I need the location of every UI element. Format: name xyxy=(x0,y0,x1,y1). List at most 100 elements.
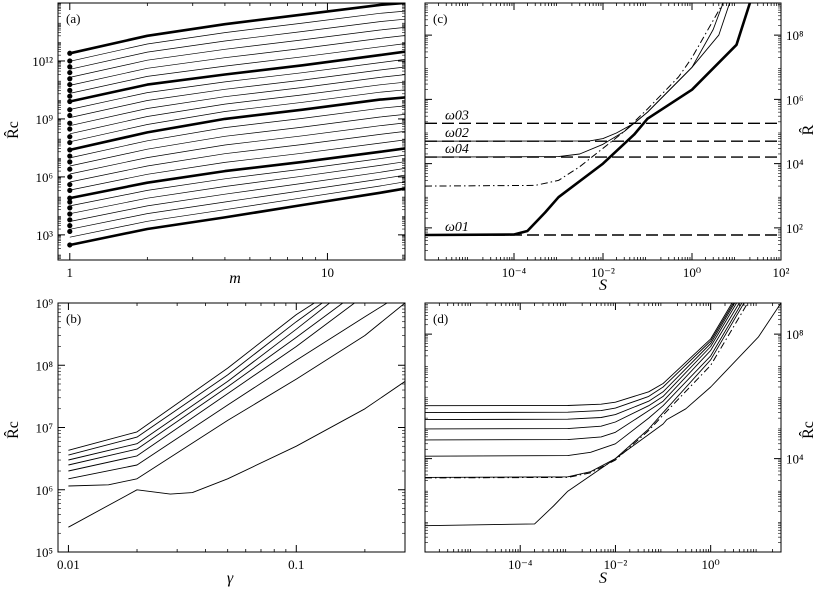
hline-label: ω04 xyxy=(445,142,469,157)
series-line-s3 xyxy=(68,303,388,480)
series-line-thin xyxy=(69,154,405,207)
series-line-thin xyxy=(69,10,405,62)
series-line-s4 xyxy=(425,303,740,441)
hline-label: ω01 xyxy=(445,220,469,235)
series-line-thin xyxy=(69,139,405,191)
series-line-s5 xyxy=(425,303,737,430)
x-tick-label: 10⁰ xyxy=(683,265,701,280)
series-line-thin-b xyxy=(425,3,724,142)
y-axis-label: R̂c xyxy=(3,421,22,439)
x-tick-label: 0.1 xyxy=(288,557,304,572)
y-tick-label: 10⁴ xyxy=(786,157,804,172)
x-tick-label: 10⁻² xyxy=(604,557,628,572)
data-point xyxy=(67,181,73,188)
y-tick-label: 10⁹ xyxy=(35,296,53,311)
data-point xyxy=(67,223,73,229)
hline-label: ω03 xyxy=(445,108,469,123)
panel-label: (b) xyxy=(66,311,81,326)
series-line-bold xyxy=(425,3,752,237)
series-line-s4 xyxy=(68,303,355,472)
series-line-thin xyxy=(69,122,405,175)
series-line-thin xyxy=(69,59,405,110)
series-line-s7 xyxy=(425,303,734,414)
data-point xyxy=(67,147,73,153)
data-point xyxy=(67,187,73,194)
y-tick-label: 10⁸ xyxy=(35,358,53,373)
series-line-thin-a xyxy=(425,3,731,158)
y-tick-label: 10⁹ xyxy=(35,112,53,127)
x-tick-label: 10⁻⁴ xyxy=(508,557,533,572)
data-point xyxy=(67,98,73,105)
series-line-s1 xyxy=(68,381,405,528)
series-line-s8 xyxy=(425,303,733,407)
data-point xyxy=(67,107,73,113)
data-point xyxy=(67,228,73,235)
data-point xyxy=(67,81,73,88)
series-line-thin xyxy=(69,174,405,230)
series-line-s3 xyxy=(425,303,743,457)
x-tick-label: 10⁻² xyxy=(591,265,615,280)
x-tick-label: 0.01 xyxy=(57,557,80,572)
y-tick-label: 10⁶ xyxy=(35,483,53,498)
x-tick-label: 10⁻⁴ xyxy=(502,265,527,280)
series-line-s2 xyxy=(425,303,745,478)
series-line-top xyxy=(69,3,405,55)
panel-3: 10⁻⁴ 10⁻² 10⁰ 10⁴ 10⁸ S R̂c (d) xyxy=(424,302,817,587)
data-point xyxy=(67,126,73,132)
series-line-thin xyxy=(69,18,405,70)
data-point xyxy=(67,211,73,217)
data-point xyxy=(67,76,73,82)
x-tick-label: 1 xyxy=(67,265,74,280)
y-axis-label: R̂c xyxy=(3,121,22,139)
x-tick-label: 10⁰ xyxy=(702,557,720,572)
series-line-thin xyxy=(69,105,405,159)
series-line-thin xyxy=(69,181,405,238)
panel-1: 0.01 0.1 10⁵ 10⁶ 10⁷ 10⁸ 10⁹ γ R̂c (b) xyxy=(3,296,406,587)
y-tick-label: 10² xyxy=(786,221,803,236)
series-line-s8 xyxy=(68,303,315,451)
data-point xyxy=(67,139,73,146)
series-line-thin xyxy=(69,161,405,215)
x-axis-label: γ xyxy=(227,570,234,587)
series-line-group3-top xyxy=(69,50,405,103)
data-point xyxy=(67,58,73,64)
series-line-s2 xyxy=(68,303,405,487)
y-tick-label: 10⁸ xyxy=(786,327,804,342)
hline-label: ω02 xyxy=(445,126,469,141)
data-point xyxy=(67,69,73,76)
panel-label: (a) xyxy=(66,11,80,26)
x-axis-label: S xyxy=(599,570,607,587)
series-line-s6 xyxy=(68,303,330,461)
axes-frame xyxy=(424,2,782,261)
x-tick-label: 10² xyxy=(773,265,790,280)
panel-label: (c) xyxy=(433,11,447,26)
series-line-thin xyxy=(69,131,405,183)
y-tick-label: 10⁴ xyxy=(786,452,804,467)
plot-area xyxy=(68,303,405,528)
panel-label: (d) xyxy=(433,311,448,326)
series-line-thin xyxy=(69,27,405,78)
plot-area xyxy=(67,3,405,248)
series-line-s5 xyxy=(68,303,344,466)
data-point xyxy=(67,87,73,93)
y-axis-label: R̂ xyxy=(798,124,817,135)
series-line-group1-top xyxy=(69,147,405,200)
x-tick-label: 10 xyxy=(321,265,334,280)
data-point xyxy=(67,120,73,126)
data-point xyxy=(67,93,73,99)
y-tick-label: 10¹² xyxy=(32,54,53,69)
data-point xyxy=(67,174,73,180)
plot-area xyxy=(425,303,781,527)
series-line-thin xyxy=(69,35,405,86)
data-point xyxy=(67,217,73,223)
data-point xyxy=(67,64,73,70)
axes-frame xyxy=(424,302,782,553)
y-axis-label: R̂c xyxy=(798,421,817,439)
y-tick-label: 10³ xyxy=(36,228,53,243)
series-line-thin xyxy=(69,168,405,222)
series-line-s6 xyxy=(425,303,736,421)
axes-frame xyxy=(57,2,406,261)
axes-frame xyxy=(57,302,406,553)
series-line-thin xyxy=(69,81,405,135)
